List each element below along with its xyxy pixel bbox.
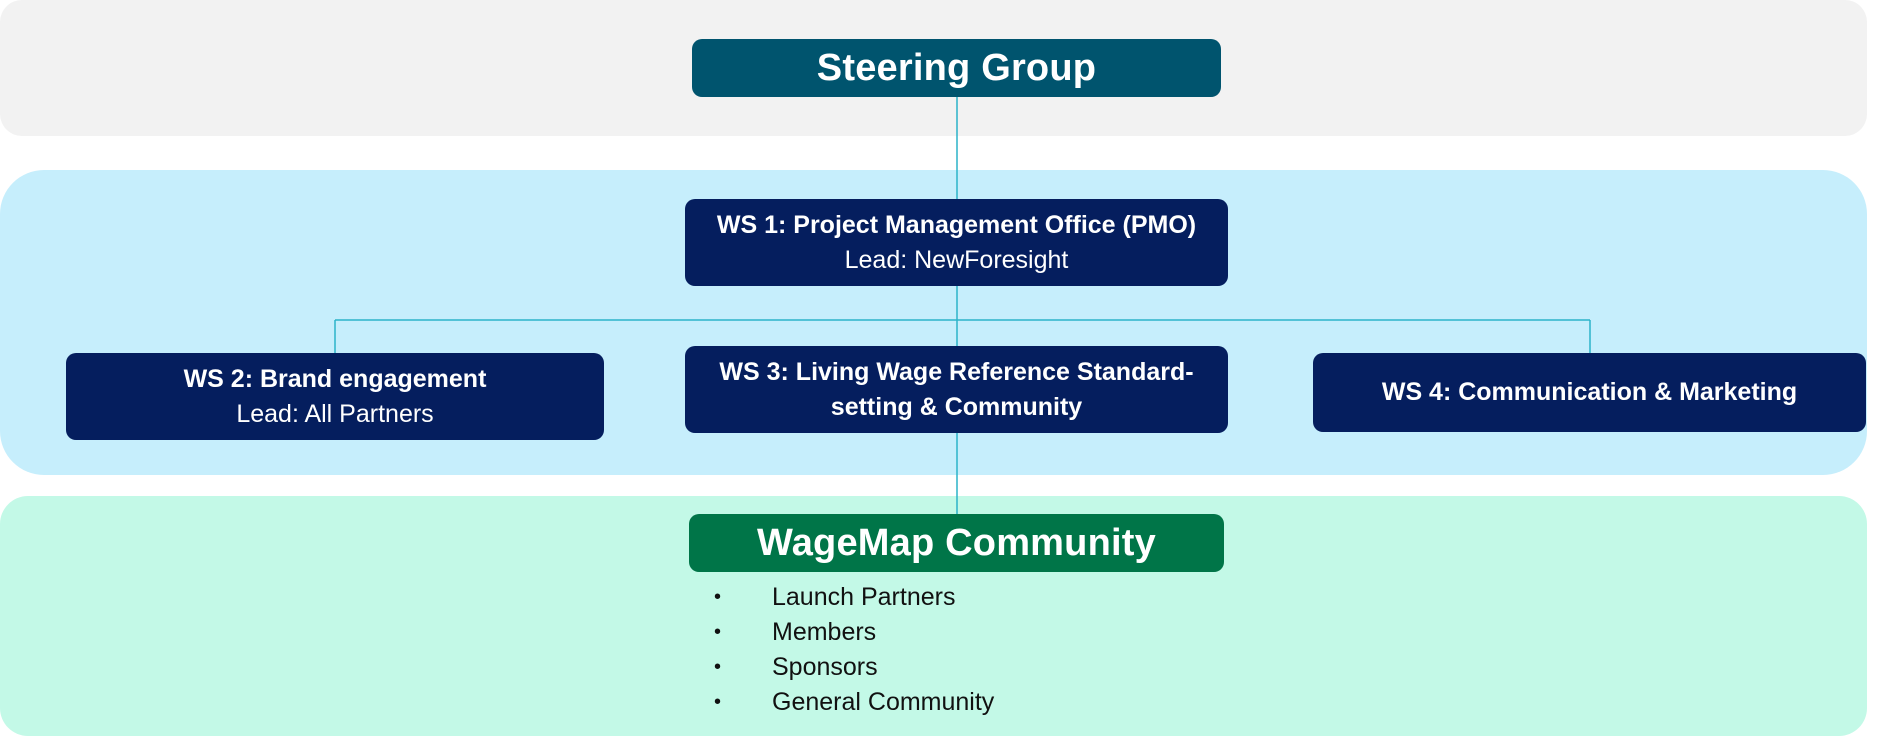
member-label: Members (772, 618, 877, 646)
steering-group-title: Steering Group (816, 46, 1097, 89)
list-item: • Launch Partners (700, 580, 994, 615)
community-members-list: • Launch Partners • Members • Sponsors •… (700, 580, 994, 720)
member-label: General Community (772, 688, 995, 716)
member-label: Launch Partners (772, 583, 956, 611)
ws4-title: WS 4: Communication & Marketing (1381, 378, 1798, 406)
bullet-icon: • (714, 656, 722, 678)
bullet-icon: • (714, 621, 722, 643)
steering-group-box: Steering Group (692, 39, 1221, 97)
ws2-title: WS 2: Brand engagement (183, 364, 487, 393)
list-item: • Members (700, 615, 994, 650)
bullet-icon: • (714, 586, 722, 608)
ws3-title: WS 3: Living Wage Reference Standard-set… (719, 357, 1194, 421)
ws1-lead: Lead: NewForesight (844, 245, 1069, 274)
ws1-title: WS 1: Project Management Office (PMO) (716, 210, 1197, 239)
ws2-box: WS 2: Brand engagement Lead: All Partner… (66, 353, 604, 440)
ws2-lead: Lead: All Partners (236, 399, 434, 428)
ws4-box: WS 4: Communication & Marketing (1313, 353, 1866, 432)
ws1-box: WS 1: Project Management Office (PMO) Le… (685, 199, 1228, 286)
list-item: • Sponsors (700, 650, 994, 685)
wagemap-community-title: WageMap Community (757, 521, 1156, 564)
ws3-box: WS 3: Living Wage Reference Standard-set… (685, 346, 1228, 433)
bullet-icon: • (714, 691, 722, 713)
list-item: • General Community (700, 685, 994, 720)
wagemap-community-box: WageMap Community (689, 514, 1224, 572)
member-label: Sponsors (772, 653, 878, 681)
